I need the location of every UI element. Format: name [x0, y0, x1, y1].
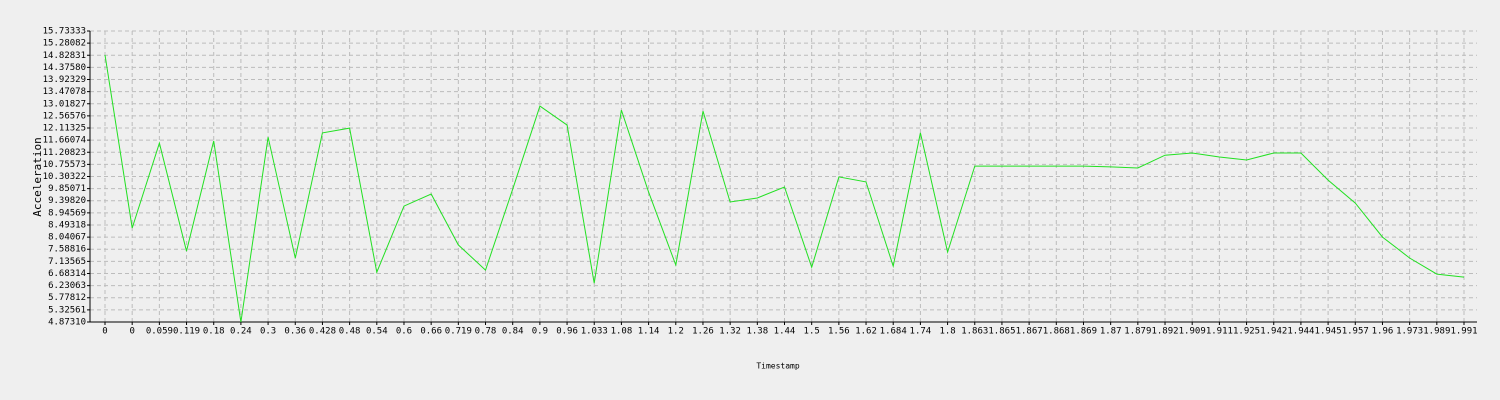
y-tick-label: 6.68314	[48, 269, 86, 279]
x-tick-label: 0.96	[556, 327, 578, 337]
y-tick-label: 6.23063	[48, 281, 86, 291]
x-tick-label: 0.54	[366, 327, 388, 337]
x-tick-label: 0	[102, 327, 107, 337]
x-tick-label: 1.867	[1016, 327, 1043, 337]
x-tick-label: 1.74	[910, 327, 932, 337]
x-tick-label: 1.865	[988, 327, 1015, 337]
y-tick-label: 13.01827	[43, 99, 86, 109]
x-tick-label: 0.3	[260, 327, 276, 337]
x-tick-label: 0.6	[396, 327, 412, 337]
x-tick-label: 1.945	[1315, 327, 1342, 337]
x-tick-label: 1.38	[746, 327, 768, 337]
x-tick-label: 1.8	[939, 327, 955, 337]
x-tick-label: 1.14	[638, 327, 660, 337]
y-tick-label: 13.92329	[43, 75, 86, 85]
x-tick-label: 1.942	[1260, 327, 1287, 337]
y-tick-label: 7.13565	[48, 257, 86, 267]
x-tick-label: 0.428	[309, 327, 336, 337]
y-axis-label: Acceleration	[31, 137, 44, 216]
y-tick-label: 9.85071	[48, 184, 86, 194]
x-tick-label: 1.62	[855, 327, 877, 337]
x-tick-label: 1.87	[1100, 327, 1122, 337]
y-tick-label: 14.37580	[43, 63, 86, 73]
y-tick-label: 11.66074	[43, 136, 86, 146]
x-tick-label: 1.033	[581, 327, 608, 337]
x-tick-label: 0.24	[230, 327, 252, 337]
x-tick-label: 0.719	[445, 327, 472, 337]
x-tick-label: 1.863	[961, 327, 988, 337]
x-tick-label: 1.957	[1342, 327, 1369, 337]
y-tick-label: 8.49318	[48, 220, 86, 230]
y-tick-label: 8.04067	[48, 233, 86, 243]
x-axis-label: Timestamp	[756, 362, 800, 371]
y-tick-label: 11.20823	[43, 148, 86, 158]
x-tick-label: 1.868	[1043, 327, 1070, 337]
x-tick-label: 1.911	[1206, 327, 1233, 337]
x-tick-label: 1.2	[668, 327, 684, 337]
y-tick-label: 10.75573	[43, 160, 86, 170]
x-tick-label: 0.119	[173, 327, 200, 337]
x-tick-label: 1.925	[1233, 327, 1260, 337]
y-tick-label: 5.32561	[48, 305, 86, 315]
data-line	[104, 54, 1465, 323]
y-tick-label: 5.77812	[48, 293, 86, 303]
y-tick-label: 9.39820	[48, 196, 86, 206]
y-tick-label: 12.11325	[43, 124, 86, 134]
y-tick-label: 15.28082	[43, 39, 86, 49]
x-tick-label: 1.44	[774, 327, 796, 337]
x-tick-label: 1.944	[1287, 327, 1314, 337]
x-tick-label: 1.08	[611, 327, 633, 337]
x-tick-label: 1.26	[692, 327, 714, 337]
x-tick-label: 0.36	[284, 327, 306, 337]
y-tick-label: 15.73333	[43, 27, 86, 37]
y-tick-label: 8.94569	[48, 208, 86, 218]
x-tick-label: 1.989	[1423, 327, 1450, 337]
x-tick-label: 0.48	[339, 327, 361, 337]
y-tick-label: 14.82831	[43, 51, 86, 61]
x-tick-label: 1.684	[880, 327, 907, 337]
x-tick-label: 1.879	[1124, 327, 1151, 337]
x-tick-label: 0.9	[532, 327, 548, 337]
x-tick-label: 1.892	[1151, 327, 1178, 337]
x-tick-label: 0.059	[146, 327, 173, 337]
y-tick-label: 4.87310	[48, 318, 86, 328]
x-tick-label: 0.84	[502, 327, 524, 337]
x-tick-label: 1.973	[1396, 327, 1423, 337]
x-tick-label: 0.78	[475, 327, 497, 337]
y-tick-label: 12.56576	[43, 111, 86, 121]
y-tick-label: 10.30322	[43, 172, 86, 182]
x-tick-label: 0	[129, 327, 134, 337]
x-tick-label: 0.18	[203, 327, 225, 337]
x-tick-label: 1.869	[1070, 327, 1097, 337]
x-tick-label: 0.66	[420, 327, 442, 337]
x-tick-label: 1.32	[719, 327, 741, 337]
x-tick-label: 1.991	[1450, 327, 1477, 337]
y-tick-label: 13.47078	[43, 87, 86, 97]
x-tick-label: 1.5	[804, 327, 820, 337]
x-tick-label: 1.96	[1372, 327, 1394, 337]
y-tick-label: 7.58816	[48, 245, 86, 255]
x-tick-label: 1.909	[1179, 327, 1206, 337]
x-tick-label: 1.56	[828, 327, 850, 337]
